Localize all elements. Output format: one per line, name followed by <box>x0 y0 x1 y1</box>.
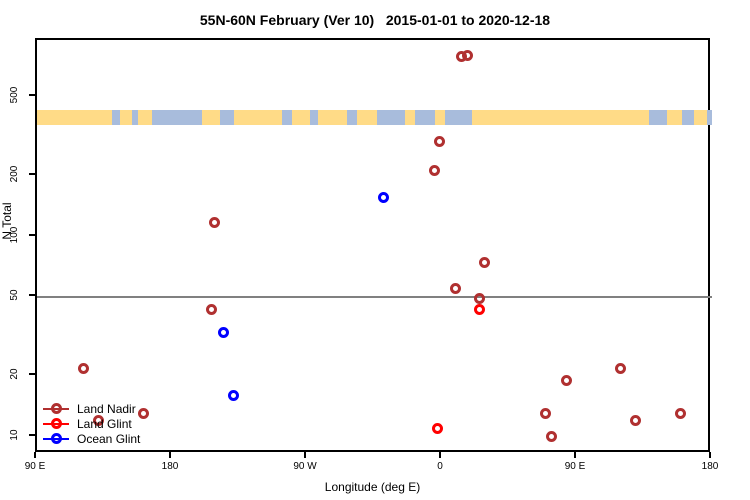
map-ocean-segment <box>152 109 202 126</box>
data-point-land-nadir <box>614 362 626 374</box>
y-tick-label: 200 <box>9 166 20 183</box>
map-ocean-segment <box>347 109 357 126</box>
data-point-land-nadir <box>450 283 462 295</box>
legend: Land Nadir Land Glint Ocean Glint <box>43 401 140 446</box>
y-tick <box>29 373 35 376</box>
x-axis-title: Longitude (deg E) <box>324 480 421 494</box>
data-point-land-nadir <box>205 304 217 316</box>
map-ocean-segment <box>707 109 712 126</box>
reference-line-50 <box>37 295 712 298</box>
map-ocean-segment <box>220 109 234 126</box>
x-tick <box>574 452 576 458</box>
data-point-land-nadir <box>208 217 220 229</box>
data-point-land-nadir <box>560 375 572 387</box>
data-point-land-nadir <box>478 257 490 269</box>
data-point-ocean-glint <box>227 390 239 402</box>
x-tick-label: 180 <box>161 461 179 472</box>
data-point-land-nadir <box>93 415 105 427</box>
data-point-land-glint <box>473 304 485 316</box>
x-tick-label: 90 W <box>293 461 317 472</box>
data-point-land-nadir <box>77 362 89 374</box>
y-tick <box>29 433 35 436</box>
y-tick-label: 10 <box>9 429 20 441</box>
y-axis-title: N Total <box>0 202 14 240</box>
x-tick-label: 90 E <box>24 461 46 472</box>
data-point-land-nadir <box>545 431 557 443</box>
x-tick-label: 180 <box>701 461 719 472</box>
map-ocean-segment <box>310 109 318 126</box>
map-ocean-segment <box>131 109 138 126</box>
legend-marker-icon <box>43 433 69 444</box>
x-tick <box>304 452 306 458</box>
x-tick <box>34 452 36 458</box>
data-point-land-nadir <box>462 50 474 62</box>
y-tick <box>29 93 35 96</box>
data-point-land-nadir <box>629 415 641 427</box>
legend-row: Land Nadir <box>43 401 140 416</box>
data-point-land-nadir <box>138 408 150 420</box>
legend-label: Land Nadir <box>77 401 136 416</box>
chart-title: 55N-60N February (Ver 10) 2015-01-01 to … <box>199 12 551 28</box>
legend-row: Land Glint <box>43 416 140 431</box>
y-tick-label: 500 <box>9 86 20 104</box>
x-tick-label: 0 <box>437 461 443 472</box>
y-tick-label: 20 <box>9 368 20 381</box>
data-point-ocean-glint <box>217 327 229 339</box>
data-point-land-nadir <box>674 408 686 420</box>
map-ocean-segment <box>281 109 292 126</box>
map-ocean-segment <box>649 109 667 126</box>
y-tick-label: 50 <box>9 289 20 301</box>
y-tick <box>29 293 35 296</box>
legend-row: Ocean Glint <box>43 431 140 446</box>
x-tick <box>709 452 711 458</box>
map-ocean-segment <box>415 109 435 126</box>
legend-marker-icon <box>43 403 69 414</box>
map-ocean-segment <box>377 109 405 126</box>
data-point-land-nadir <box>473 293 485 305</box>
data-point-land-nadir <box>428 164 440 176</box>
x-tick <box>439 452 441 458</box>
x-tick <box>169 452 171 458</box>
y-tick <box>29 233 35 236</box>
data-point-land-nadir <box>433 135 445 147</box>
map-ocean-segment <box>112 109 120 126</box>
y-tick <box>29 173 35 176</box>
data-point-ocean-glint <box>377 192 389 204</box>
data-point-land-nadir <box>539 408 551 420</box>
x-tick-label: 90 E <box>564 461 586 472</box>
map-ocean-segment <box>445 109 472 126</box>
plot-area: Land Nadir Land Glint Ocean Glint <box>35 38 712 452</box>
legend-marker-icon <box>43 418 69 429</box>
legend-label: Land Glint <box>77 416 132 431</box>
map-ocean-segment <box>682 109 694 126</box>
data-point-land-glint <box>431 422 443 434</box>
legend-label: Ocean Glint <box>77 431 141 446</box>
map-strip <box>37 109 712 126</box>
